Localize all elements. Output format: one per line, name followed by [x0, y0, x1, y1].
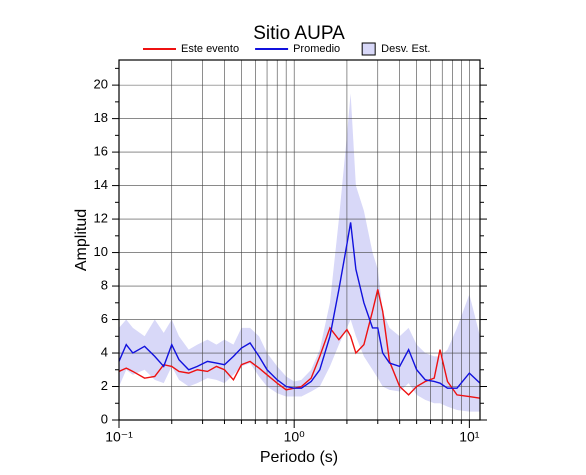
y-tick-label: 18	[94, 110, 108, 125]
legend-label: Desv. Est.	[381, 43, 430, 55]
std-band	[119, 93, 480, 412]
x-tick-label: 10⁻¹	[105, 429, 133, 445]
chart-title: Sitio AUPA	[253, 23, 345, 44]
legend-label: Este evento	[181, 43, 239, 55]
y-tick-label: 10	[94, 244, 108, 259]
data-line	[118, 289, 481, 399]
y-tick-label: 20	[94, 77, 108, 92]
x-tick-label: 10¹	[459, 429, 480, 445]
y-tick-label: 8	[101, 277, 108, 292]
x-axis-label: Periodo (s)	[260, 449, 338, 466]
y-tick-label: 0	[101, 411, 108, 426]
y-tick-label: 2	[101, 378, 108, 393]
y-axis-label: Amplitud	[73, 209, 90, 271]
x-tick-label: 10⁰	[284, 429, 306, 445]
y-tick-label: 14	[94, 177, 108, 192]
y-tick-label: 12	[94, 211, 108, 226]
data-line	[118, 222, 481, 389]
legend-label: Promedio	[293, 43, 340, 55]
y-tick-label: 6	[101, 311, 108, 326]
legend-swatch	[361, 42, 376, 56]
plot-frame	[118, 59, 481, 421]
y-tick-label: 16	[94, 144, 108, 159]
y-tick-label: 4	[101, 344, 108, 359]
